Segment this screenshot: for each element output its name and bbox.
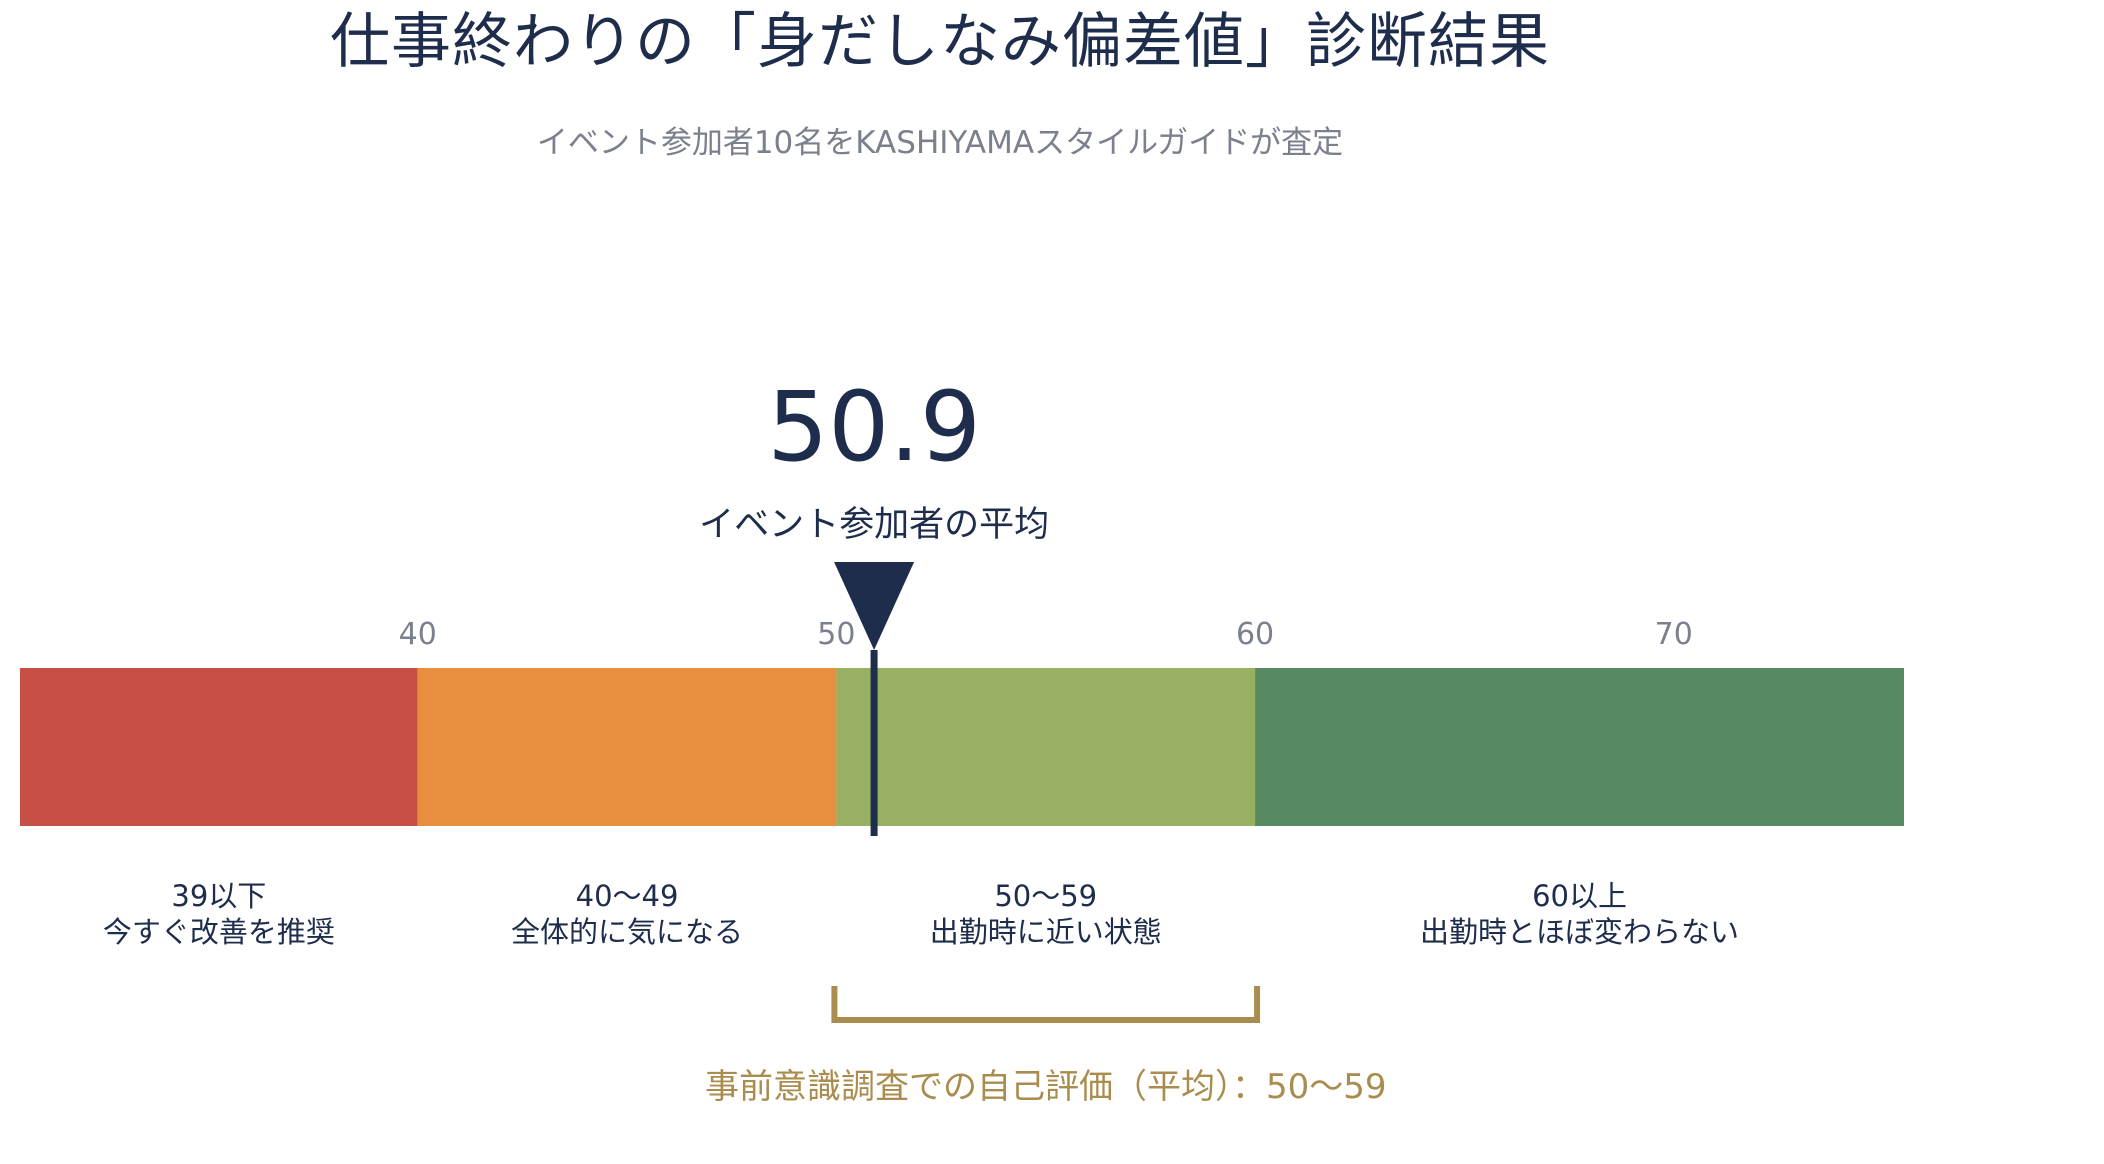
zone-description-label-4: 出勤時とほぼ変わらない [1420,915,1739,949]
tick-label-50: 50 [817,617,855,652]
zone-bar-2 [417,668,837,826]
zone-range-label-1: 39以下 [171,879,266,913]
chart-subtitle: イベント参加者10名をKASHIYAMAスタイルガイドが査定 [536,125,1344,161]
self-assessment-label: 事前意識調査での自己評価（平均）：50〜59 [705,1067,1387,1107]
tick-label-70: 70 [1655,617,1693,652]
tick-label-60: 60 [1236,617,1274,652]
tick-label-40: 40 [399,617,437,652]
marker-line [870,650,878,836]
chart-title: 仕事終わりの「身だしなみ偏差値」診断結果 [330,7,1550,77]
marker-value: 50.9 [767,371,981,483]
zone-bar-3 [836,668,1256,826]
zone-description-label-1: 今すぐ改善を推奨 [103,915,335,949]
zone-range-label-3: 50〜59 [994,879,1097,913]
zone-description-label-3: 出勤時に近い状態 [930,915,1162,949]
zone-description-label-2: 全体的に気になる [511,915,743,949]
zone-range-label-2: 40〜49 [576,879,679,913]
zone-range-label-4: 60以上 [1532,879,1627,913]
marker-pointer [834,562,915,650]
self-assessment-bracket [831,986,1261,1023]
zone-bar-4 [1255,668,1904,826]
marker-label: イベント参加者の平均 [699,505,1049,545]
zone-bar-1 [20,668,418,826]
